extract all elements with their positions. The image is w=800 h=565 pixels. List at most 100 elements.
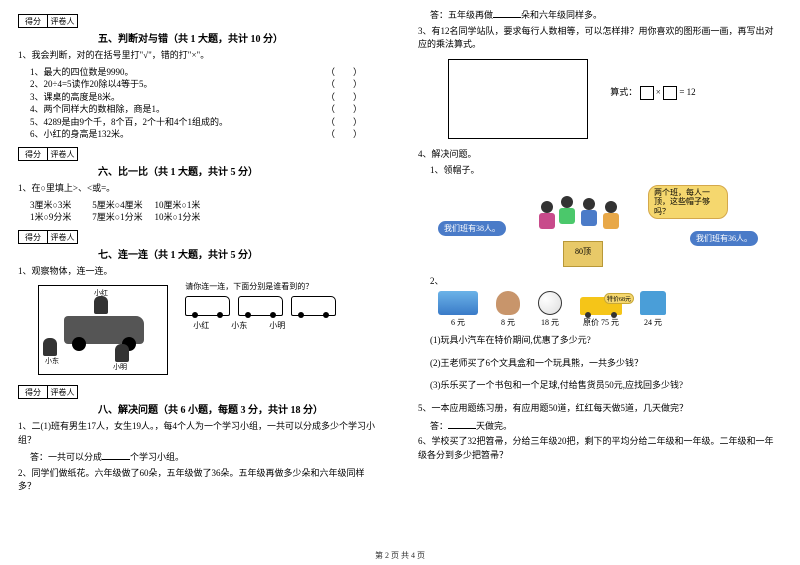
section-5-title: 五、判断对与错（共 1 大题，共计 10 分） — [98, 30, 382, 45]
r6-1: 3厘米○3米 5厘米○4厘米 10厘米○1米 — [30, 199, 382, 212]
s5-6: 6、小红的身高是132米。 （ ） — [30, 128, 382, 141]
blank — [448, 419, 476, 429]
q8-4-2: 2、 — [430, 275, 782, 288]
s5-5-text: 5、4289是由9个千，8个百，2个十和4个1组成的。 — [30, 117, 228, 127]
kid-label-btm: 小明 — [113, 362, 127, 372]
hat-illustration: 我们班有38人。 两个班，每人一顶，这些帽子够吗？ 我们班有36人。 80顶 — [438, 181, 758, 271]
blank — [493, 8, 521, 18]
grader-cell: 评卷人 — [48, 385, 78, 399]
eq-result: = 12 — [679, 87, 695, 97]
grader-cell: 评卷人 — [48, 147, 78, 161]
s5-3: 3、课桌的高度是8米。（ ） — [30, 91, 382, 104]
q5-1: 1、我会判断，对的在括号里打"√"，错的打"×"。 — [18, 49, 382, 63]
bus-prompt: 请你连一连，下面分别是谁看到的？ — [185, 281, 336, 292]
grader-cell: 评卷人 — [48, 230, 78, 244]
score-cell: 得分 — [18, 147, 48, 161]
car-figure: 小红 小东 小明 — [38, 285, 168, 375]
price-tag: 特价68元 — [604, 293, 634, 304]
q8-3: 3、有12名同学站队，要求每行人数相等，可以怎样排？用你喜欢的图形画一画，再写出… — [418, 25, 782, 52]
cmp: 5厘米○4厘米 — [92, 199, 152, 212]
paren: （ ） — [326, 128, 362, 141]
square-icon — [663, 86, 677, 100]
eq-row: 算式： × = 12 — [418, 55, 782, 145]
equation: 算式： × = 12 — [610, 85, 695, 100]
ans-pre: 答：一共可以分成 — [30, 452, 102, 462]
kid-label-left: 小东 — [45, 356, 59, 366]
q8-4: 4、解决问题。 — [418, 148, 782, 162]
price: 8 元 — [501, 318, 515, 327]
s5-5: 5、4289是由9个千，8个百，2个十和4个1组成的。 （ ） — [30, 116, 382, 129]
speech-bubble: 我们班有38人。 — [438, 221, 506, 237]
name: 小明 — [269, 320, 285, 331]
score-box-5: 得分 评卷人 — [18, 14, 382, 28]
section-7-title: 七、连一连（共 1 大题，共计 5 分） — [98, 246, 382, 261]
items-row: 6 元 8 元 18 元 特价68元原价 75 元 24 元 — [438, 291, 782, 328]
q8-5: 5、一本应用题练习册，有应用题50道，红红每天做5道，几天做完？ — [418, 402, 782, 416]
s5-2-text: 2、20÷4=5读作20除以4等于5。 — [30, 79, 153, 89]
ans-pre: 答：五年级再做 — [430, 10, 493, 20]
item-car: 特价68元原价 75 元 — [580, 297, 622, 328]
section-8-title: 八、解决问题（共 6 小题，每题 3 分，共计 18 分） — [98, 401, 382, 416]
item-bag: 24 元 — [640, 291, 666, 328]
section-6-title: 六、比一比（共 1 大题，共计 5 分） — [98, 163, 382, 178]
kid-figure-icon — [43, 338, 57, 356]
a8-1: 答：一共可以分成 个学习小组。 — [30, 450, 382, 464]
cmp: 3厘米○3米 — [30, 199, 90, 212]
right-column: 答：五年级再做朵和六年级同样多。 3、有12名同学站队，要求每行人数相等，可以怎… — [400, 0, 800, 565]
sq8-1: (1)玩具小汽车在特价期间,优惠了多少元? — [430, 334, 782, 347]
left-column: 得分 评卷人 五、判断对与错（共 1 大题，共计 10 分） 1、我会判断，对的… — [0, 0, 400, 565]
q6-1: 1、在○里填上>、<或=。 — [18, 182, 382, 196]
paren: （ ） — [326, 66, 362, 79]
name: 小红 — [193, 320, 209, 331]
paren: （ ） — [326, 91, 362, 104]
score-cell: 得分 — [18, 14, 48, 28]
price: 24 元 — [644, 318, 662, 327]
eq-label: 算式： — [610, 87, 637, 97]
bear-icon — [496, 291, 520, 315]
cmp: 7厘米○1分米 — [92, 211, 152, 224]
draw-box — [448, 59, 588, 139]
ball-icon — [538, 291, 562, 315]
kid-figure-icon — [115, 344, 129, 362]
item-pencase: 6 元 — [438, 291, 478, 328]
cmp: 1米○9分米 — [30, 211, 90, 224]
q8-4-1: 1、领帽子。 — [430, 164, 782, 177]
ans-post: 天做完。 — [476, 421, 512, 431]
q8-1: 1、二(1)班有男生17人，女生19人。，每4个人为一个学习小组，一共可以分成多… — [18, 420, 382, 447]
ans-post: 个学习小组。 — [130, 452, 184, 462]
kid-figure-icon — [94, 296, 108, 314]
item-ball: 18 元 — [538, 291, 562, 328]
paren: （ ） — [326, 78, 362, 91]
score-cell: 得分 — [18, 385, 48, 399]
car-icon — [64, 316, 144, 344]
sq8-2: (2)王老师买了6个文具盒和一个玩具熊，一共多少钱？ — [430, 357, 782, 370]
bus-names: 小红 小东 小明 — [193, 320, 336, 331]
cmp: 10厘米○1米 — [155, 199, 215, 212]
toy-car-icon: 特价68元 — [580, 297, 622, 315]
cmp: 10米○1分米 — [155, 211, 215, 224]
score-box-7: 得分 评卷人 — [18, 230, 382, 244]
price: 6 元 — [451, 318, 465, 327]
speech-bubble: 两个班，每人一顶，这些帽子够吗？ — [648, 185, 728, 220]
kid-icon — [580, 198, 598, 228]
bag-icon — [640, 291, 666, 315]
bus-views: 请你连一连，下面分别是谁看到的？ 小红 小东 小明 — [185, 281, 336, 331]
q8-2: 2、同学们做纸花。六年级做了60朵，五年级做了36朵。五年级再做多少朵和六年级同… — [18, 467, 382, 494]
r6-2: 1米○9分米 7厘米○1分米 10米○1分米 — [30, 211, 382, 224]
page-footer: 第 2 页 共 4 页 — [0, 550, 800, 561]
paren: （ ） — [326, 116, 362, 129]
speech-bubble: 我们班有36人。 — [690, 231, 758, 247]
kid-icon — [558, 196, 576, 226]
kid-icon — [602, 201, 620, 231]
q8-6: 6、学校买了32把笤帚，分给三年级20把，剩下的平均分给二年级和一年级。二年级和… — [418, 435, 782, 462]
paren: （ ） — [326, 103, 362, 116]
kid-icon — [538, 201, 556, 231]
sq8-3: (3)乐乐买了一个书包和一个足球,付给售货员50元,应找回多少钱? — [430, 379, 782, 392]
score-box-8: 得分 评卷人 — [18, 385, 382, 399]
hat-box: 80顶 — [563, 241, 603, 267]
score-box-6: 得分 评卷人 — [18, 147, 382, 161]
blank — [102, 450, 130, 460]
s5-6-text: 6、小红的身高是132米。 — [30, 129, 129, 139]
s5-4-text: 4、两个同样大的数相除，商是1。 — [30, 104, 165, 114]
grader-cell: 评卷人 — [48, 14, 78, 28]
